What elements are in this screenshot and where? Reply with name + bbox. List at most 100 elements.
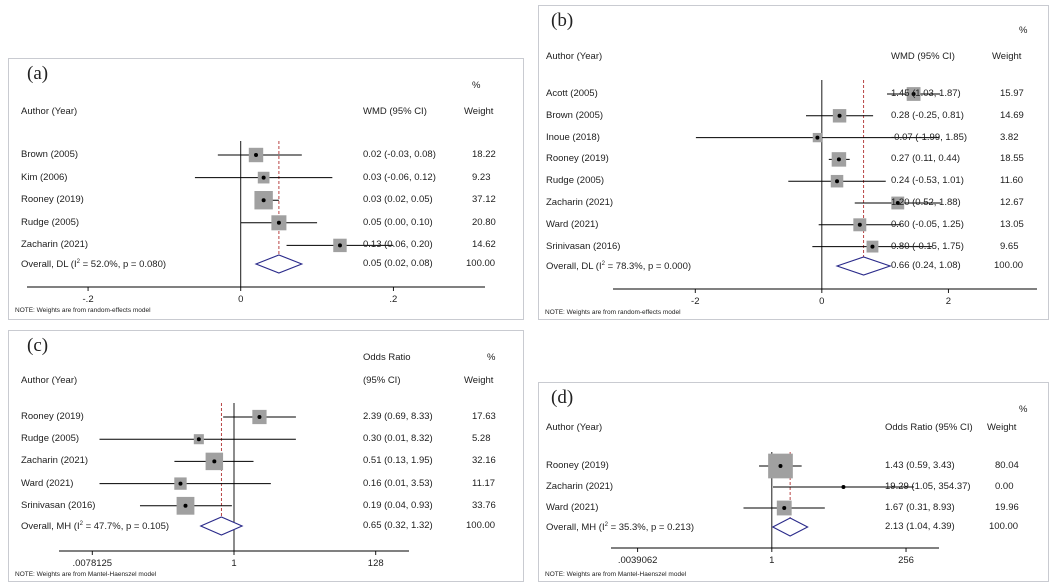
point-estimate — [257, 415, 262, 419]
study-weight: 9.65 — [1000, 240, 1019, 252]
forest-plot-marks — [611, 452, 939, 552]
x-tick-label: -.2 — [82, 294, 94, 305]
study-name: Zacharin (2021) — [21, 455, 89, 467]
panel-label: (a) — [27, 63, 49, 84]
point-estimate — [895, 201, 900, 205]
study-ci: 0.19 (0.04, 0.93) — [363, 499, 433, 511]
point-estimate — [837, 113, 842, 118]
x-tick-label: -2 — [691, 296, 700, 307]
study-weight: 33.76 — [472, 499, 496, 511]
overall-label-suffix: = 35.3%, p = 0.213) — [607, 522, 695, 534]
header-weight: Weight — [464, 106, 494, 117]
overall-weight: 100.00 — [994, 260, 1024, 271]
overall-ci: 0.05 (0.02, 0.08) — [363, 258, 433, 269]
header-effect: Odds Ratio — [363, 352, 411, 363]
forest-plot-marks — [59, 403, 409, 555]
study-name: Inoue (2018) — [546, 131, 600, 143]
study-weight: 3.82 — [1000, 131, 1019, 143]
panel-label: (d) — [551, 387, 574, 408]
study-name: Zacharin (2021) — [21, 239, 89, 251]
point-estimate — [782, 506, 787, 510]
study-ci: 1.67 (0.31, 8.93) — [885, 502, 955, 513]
point-estimate — [212, 459, 217, 464]
study-name: Zacharin (2021) — [546, 197, 614, 208]
overall-label: Overall, DL (I2 = 52.0%, p = 0.080) — [21, 259, 166, 270]
overall-label-prefix: Overall, MH (I — [21, 521, 80, 533]
study-ci: 0.27 (0.11, 0.44) — [891, 153, 961, 165]
study-ci: 0.28 (-0.25, 0.81) — [891, 109, 964, 121]
x-tick-label: .0078125 — [72, 558, 113, 569]
overall-label-sup: 2 — [79, 521, 83, 527]
x-tick-label: 1 — [769, 555, 775, 566]
study-name: Rudge (2005) — [21, 216, 80, 228]
study-weight: 9.23 — [472, 171, 491, 183]
forest-plot-marks — [613, 80, 1037, 293]
study-name: Rooney (2019) — [21, 411, 84, 422]
x-tick-label: 1 — [231, 558, 237, 569]
point-estimate — [337, 243, 342, 248]
overall-label-suffix: = 52.0%, p = 0.080) — [79, 259, 167, 271]
forest-plot-d: (d)% Author (Year) Odds Ratio (95% CI) Weig… — [538, 382, 1049, 582]
study-ci: 0.51 (0.13, 1.95) — [363, 455, 433, 467]
study-ci: 0.24 (-0.53, 1.01) — [891, 175, 964, 187]
header-pct: % — [1019, 404, 1028, 415]
header-pct: % — [472, 80, 481, 91]
study-name: Srinivasan (2016) — [546, 240, 621, 252]
point-estimate — [276, 220, 281, 225]
point-estimate — [836, 157, 841, 162]
weights-note: NOTE: Weights are from Mantel-Haenszel m… — [545, 571, 687, 578]
point-estimate — [911, 92, 916, 96]
study-weight: 11.60 — [1000, 175, 1024, 187]
overall-label: Overall, MH (I2 = 35.3%, p = 0.213) — [546, 522, 694, 533]
overall-weight: 100.00 — [466, 520, 496, 531]
study-weight: 20.80 — [472, 216, 496, 228]
study-name: Rooney (2019) — [546, 153, 609, 165]
overall-diamond — [835, 256, 892, 276]
overall-ci: 0.65 (0.32, 1.32) — [363, 520, 433, 531]
study-ci: 1.43 (0.59, 3.43) — [885, 460, 955, 471]
study-name: Ward (2021) — [546, 218, 599, 230]
header-weight: Weight — [464, 375, 494, 386]
forest-plot-c: (c)% Author (Year) Odds Ratio (95% CI) Weigh… — [8, 330, 524, 582]
study-name: Kim (2006) — [21, 171, 68, 183]
study-weight: 14.69 — [1000, 109, 1024, 121]
study-ci: 0.03 (-0.06, 0.12) — [363, 171, 436, 183]
study-weight: 80.04 — [995, 460, 1019, 471]
x-tick-label: .0039062 — [617, 555, 658, 566]
overall-label-prefix: Overall, DL (I — [546, 261, 602, 273]
study-ci: 0.80 (-0.15, 1.75) — [891, 240, 964, 252]
study-weight: 15.97 — [1000, 88, 1024, 99]
overall-label: Overall, MH (I2 = 47.7%, p = 0.105) — [21, 521, 169, 532]
overall-label-sup: 2 — [604, 522, 608, 528]
forest-plot-marks — [27, 141, 485, 291]
study-weight: 32.16 — [472, 455, 496, 467]
point-estimate — [857, 222, 862, 227]
point-estimate — [261, 198, 266, 203]
study-name: Brown (2005) — [546, 109, 604, 121]
overall-diamond — [254, 254, 304, 274]
study-name: Srinivasan (2016) — [21, 499, 96, 511]
point-estimate — [183, 503, 188, 508]
study-weight: 13.05 — [1000, 218, 1024, 230]
study-ci: 0.16 (0.01, 3.53) — [363, 477, 433, 489]
x-tick-label: 0 — [819, 296, 825, 307]
study-name: Rooney (2019) — [21, 194, 84, 206]
overall-ci: 0.66 (0.24, 1.08) — [891, 260, 961, 271]
study-weight: 17.63 — [472, 411, 496, 422]
x-tick-label: .2 — [389, 294, 398, 305]
study-ci: 0.13 (0.06, 0.20) — [363, 239, 433, 251]
header-effect-ci: (95% CI) — [363, 375, 401, 386]
point-estimate — [841, 485, 846, 489]
overall-label-prefix: Overall, DL (I — [21, 259, 77, 271]
study-ci: 0.60 (-0.05, 1.25) — [891, 218, 964, 230]
study-weight: 37.12 — [472, 194, 496, 206]
x-tick-label: 0 — [238, 294, 244, 305]
study-ci: 0.05 (0.00, 0.10) — [363, 216, 433, 228]
overall-label-sup: 2 — [601, 261, 605, 267]
study-name: Rooney (2019) — [546, 460, 609, 471]
overall-diamond — [771, 517, 809, 537]
point-estimate — [261, 175, 266, 180]
study-ci: 1.45 (1.03, 1.87) — [891, 88, 961, 99]
header-pct: % — [487, 352, 496, 363]
overall-label-prefix: Overall, MH (I — [546, 522, 605, 534]
